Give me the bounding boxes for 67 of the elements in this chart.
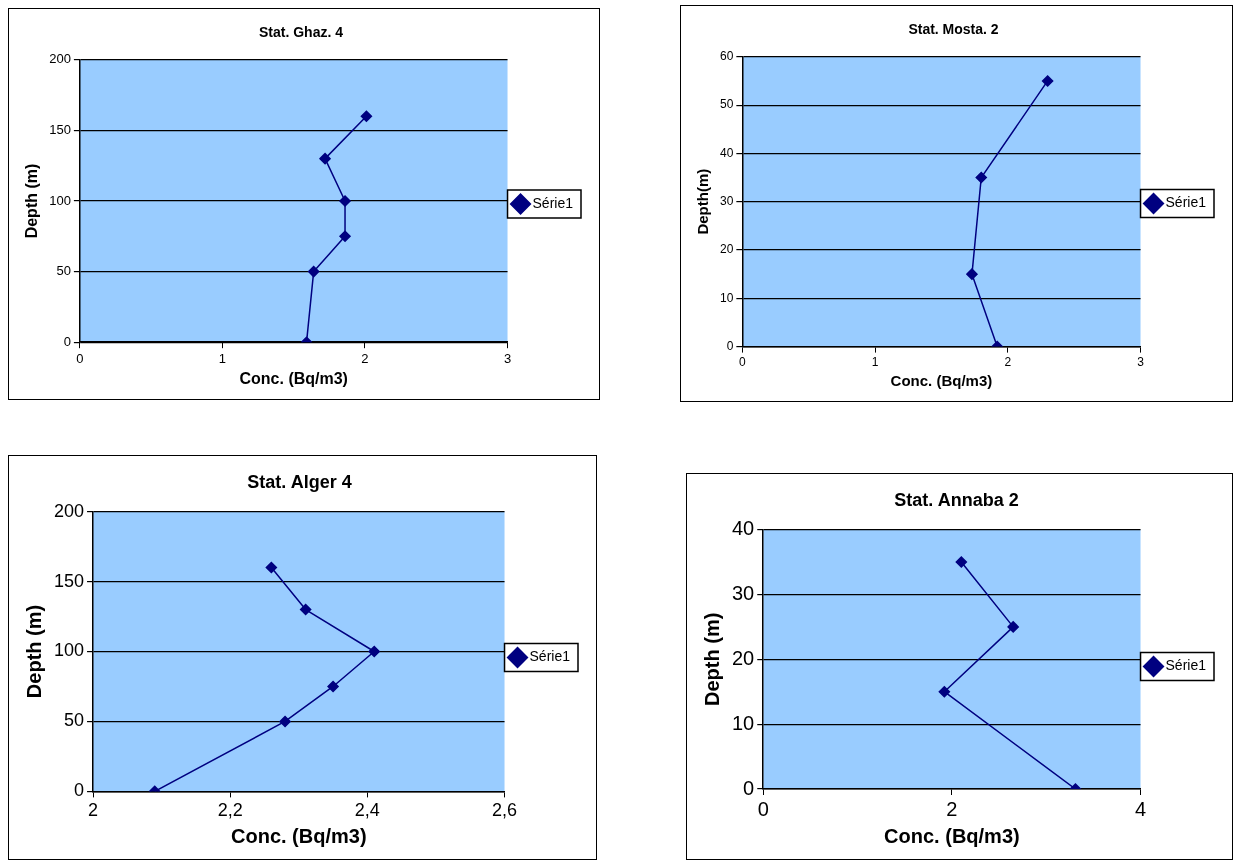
y-axis-title: Depth (m): [700, 612, 723, 706]
x-axis-title: Conc. (Bq/m3): [239, 369, 348, 387]
point: [327, 680, 339, 693]
y-tick-label: 0: [63, 333, 71, 349]
y-tick-label: 200: [49, 51, 71, 67]
y-tick-label: 0: [74, 780, 85, 801]
y-tick-label: 200: [53, 500, 85, 521]
y-tick-label: 20: [719, 242, 734, 257]
x-tick-label: 0: [757, 797, 769, 820]
point: [299, 603, 312, 616]
x-tick-label: 1: [871, 355, 879, 370]
y-tick-label: 150: [49, 121, 71, 137]
chart-title: Stat. Ghaz. 4: [258, 24, 344, 41]
point: [279, 715, 291, 728]
x-tick-label: 3: [503, 350, 512, 366]
point: [307, 265, 320, 278]
y-tick-label: 100: [53, 640, 85, 661]
y-tick-label: 50: [64, 710, 85, 731]
point: [975, 171, 988, 184]
point: [938, 685, 951, 698]
x-tick-label: 2: [946, 797, 958, 820]
y-axis-title: Depth (m): [23, 163, 41, 239]
x-axis-title: Conc. (Bq/m3): [890, 372, 993, 390]
y-tick-label: 0: [743, 776, 755, 799]
x-tick-label: 2,4: [354, 800, 380, 821]
x-tick-label: 2,6: [492, 800, 518, 821]
point: [339, 195, 351, 207]
chart-title: Stat. Alger 4: [247, 471, 352, 492]
y-tick-label: 150: [53, 570, 85, 591]
x-tick-label: 2,2: [217, 800, 243, 821]
y-tick-label: 50: [56, 263, 71, 279]
y-tick-label: 20: [732, 646, 755, 669]
y-tick-label: 60: [719, 49, 734, 64]
x-tick-label: 2: [1004, 355, 1012, 370]
x-tick-label: 2: [88, 800, 99, 821]
y-axis-title: Depth(m): [694, 168, 712, 235]
x-axis-title: Conc. (Bq/m3): [231, 824, 367, 847]
x-tick-label: 3: [1137, 355, 1145, 370]
chart-title: Stat. Annaba 2: [894, 489, 1019, 510]
chart-title: Stat. Mosta. 2: [908, 21, 999, 38]
legend-label: Série1: [1165, 194, 1207, 211]
y-tick-label: 30: [732, 581, 755, 604]
x-tick-label: 1: [218, 350, 227, 366]
y-tick-label: 0: [726, 338, 734, 353]
y-axis-title: Depth (m): [22, 604, 45, 699]
point: [265, 561, 278, 574]
point: [339, 230, 351, 243]
legend-label: Série1: [1165, 657, 1207, 674]
point: [1007, 621, 1019, 633]
y-tick-label: 100: [49, 192, 71, 208]
y-tick-label: 50: [719, 97, 734, 112]
point: [360, 110, 373, 123]
point: [368, 645, 380, 658]
y-tick-label: 10: [732, 711, 755, 734]
x-tick-label: 2: [361, 350, 369, 366]
legend-label: Série1: [532, 194, 574, 211]
y-tick-label: 30: [719, 194, 734, 209]
x-axis-title: Conc. (Bq/m3): [884, 824, 1020, 847]
legend-label: Série1: [529, 648, 571, 665]
point: [1041, 75, 1054, 87]
point: [955, 556, 968, 568]
y-tick-label: 10: [719, 290, 734, 305]
point: [319, 152, 331, 165]
x-tick-label: 4: [1134, 797, 1147, 820]
y-tick-label: 40: [732, 517, 755, 540]
point: [966, 268, 978, 280]
y-tick-label: 40: [719, 145, 734, 160]
